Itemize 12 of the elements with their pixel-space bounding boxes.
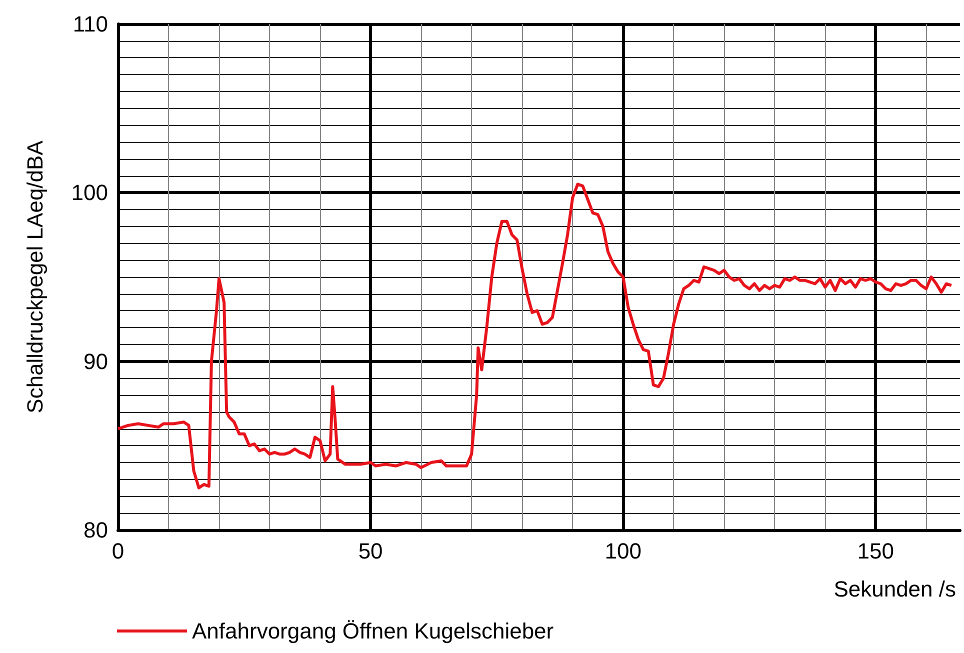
y-tick-label: 100 — [71, 180, 108, 206]
y-tick-label: 90 — [84, 348, 108, 374]
line-series — [116, 182, 953, 490]
y-tick-label: 110 — [72, 12, 108, 36]
x-axis-title: Sekunden /s — [834, 576, 956, 602]
y-axis-title: Schalldruckpegel LAeq/dBA — [22, 140, 48, 414]
x-tick-label: 150 — [857, 538, 894, 564]
legend-label: Anfahrvorgang Öffnen Kugelschieber — [192, 618, 554, 644]
y-tick-label: 80 — [84, 518, 108, 542]
x-tick-label: 0 — [112, 538, 124, 564]
x-tick-label: 50 — [358, 538, 383, 564]
x-tick-label: 100 — [604, 538, 642, 564]
